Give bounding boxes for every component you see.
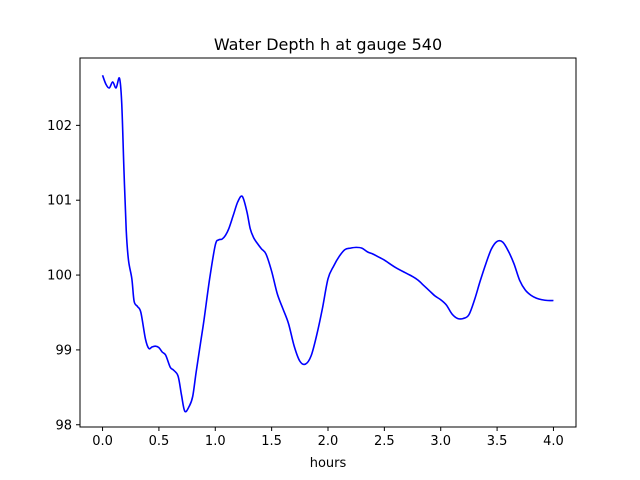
y-axis: 98 99 100 101 102	[47, 119, 80, 433]
x-tick-label: 2.5	[374, 434, 395, 449]
y-tick-label: 100	[47, 269, 72, 284]
y-tick-label: 101	[47, 194, 72, 209]
y-tick-label: 102	[47, 119, 72, 134]
x-axis-label: hours	[310, 456, 347, 471]
plot-frame	[79, 57, 577, 428]
x-tick-label: 3.5	[487, 434, 508, 449]
x-tick-label: 0.0	[92, 434, 113, 449]
x-tick-label: 0.5	[149, 434, 170, 449]
x-tick-label: 1.5	[261, 434, 282, 449]
x-tick-label: 4.0	[543, 434, 564, 449]
x-tick-label: 3.0	[430, 434, 451, 449]
series-line	[101, 74, 554, 413]
x-tick-label: 2.0	[318, 434, 339, 449]
x-axis: 0.0 0.5 1.0 1.5 2.0 2.5 3.0 3.5 4.0	[92, 427, 564, 449]
plot-area	[101, 74, 554, 413]
y-tick-label: 99	[55, 343, 72, 358]
y-tick-label: 98	[55, 418, 72, 433]
chart-title: Water Depth h at gauge 540	[214, 35, 442, 54]
x-tick-label: 1.0	[205, 434, 226, 449]
